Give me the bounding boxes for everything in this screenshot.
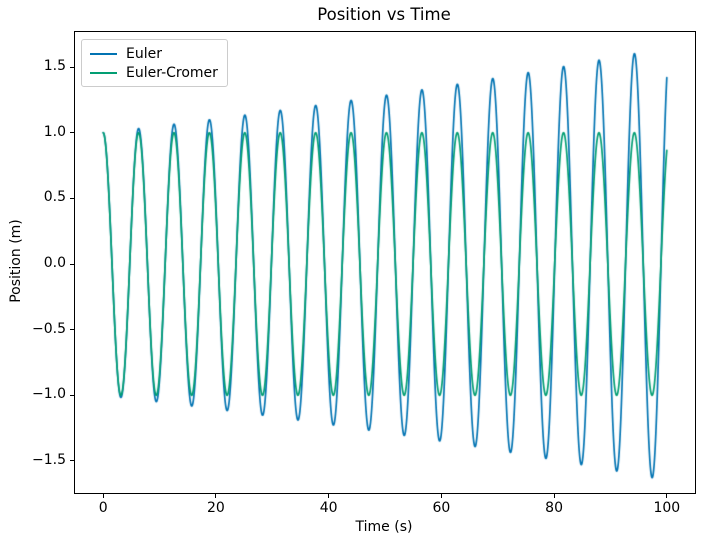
euler-line-swatch-icon: [90, 52, 117, 55]
y-tick-mark: [70, 329, 74, 331]
x-tick-mark: [328, 494, 330, 498]
legend-entry-euler-cromer: Euler-Cromer: [90, 63, 218, 82]
chart-title: Position vs Time: [317, 5, 451, 24]
y-tick-label: 0.0: [43, 255, 66, 271]
plot-canvas: [75, 32, 695, 493]
legend-label-euler: Euler: [126, 45, 162, 62]
x-tick-label: 100: [653, 500, 681, 516]
y-tick-mark: [70, 66, 74, 68]
x-tick-mark: [553, 494, 555, 498]
y-tick-label: −0.5: [32, 320, 66, 337]
x-tick-label: 60: [432, 500, 451, 516]
x-tick-mark: [666, 494, 668, 498]
x-tick-label: 80: [545, 500, 563, 516]
legend-label-euler-cromer: Euler-Cromer: [126, 64, 218, 81]
y-tick-label: 0.5: [43, 189, 66, 206]
y-tick-label: 1.5: [43, 58, 66, 75]
x-tick-mark: [102, 494, 104, 498]
y-tick-label: 1.0: [43, 123, 66, 140]
x-tick-label: 40: [319, 500, 338, 516]
y-tick-mark: [70, 394, 74, 396]
y-tick-mark: [70, 460, 74, 462]
legend-entry-euler: Euler: [90, 44, 218, 63]
plot-area: Euler Euler-Cromer: [74, 31, 696, 494]
x-tick-label: 20: [206, 500, 225, 516]
euler-cromer-line-swatch-icon: [90, 71, 117, 74]
legend: Euler Euler-Cromer: [81, 39, 228, 87]
y-tick-label: −1.0: [32, 386, 66, 403]
x-tick-label: 0: [98, 500, 108, 516]
x-axis-label: Time (s): [355, 519, 413, 535]
y-tick-mark: [70, 197, 74, 199]
x-tick-mark: [440, 494, 442, 498]
y-tick-label: −1.5: [32, 451, 66, 468]
y-tick-mark: [70, 263, 74, 265]
x-tick-mark: [215, 494, 217, 498]
y-tick-mark: [70, 132, 74, 134]
